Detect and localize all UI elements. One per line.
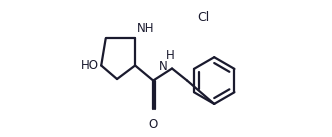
Text: NH: NH (137, 22, 155, 35)
Text: Cl: Cl (197, 11, 209, 24)
Text: H: H (166, 49, 175, 62)
Text: N: N (159, 61, 168, 73)
Text: O: O (148, 118, 158, 131)
Text: HO: HO (81, 59, 99, 72)
